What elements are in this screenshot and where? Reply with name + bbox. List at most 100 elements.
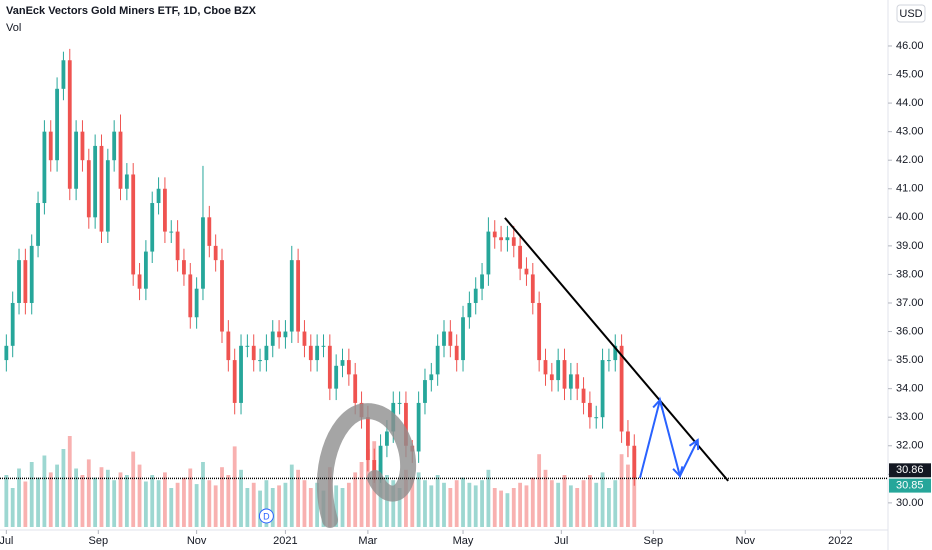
candle-body — [156, 188, 161, 204]
volume-bar — [626, 464, 630, 527]
volume-bar — [385, 475, 389, 527]
volume-bar — [201, 462, 205, 527]
candle-body — [112, 131, 117, 161]
candle-body — [581, 388, 586, 403]
volume-bar — [302, 480, 307, 527]
candle-body — [143, 251, 148, 289]
y-tick-label: 43.00 — [896, 126, 924, 138]
line-price-box — [889, 463, 931, 478]
volume-bar — [594, 482, 599, 527]
volume-bar — [359, 462, 364, 527]
candle-body — [169, 231, 174, 233]
volume-bar — [391, 480, 396, 527]
candle-body — [131, 174, 136, 275]
volume-bar — [99, 467, 104, 527]
candle-body — [353, 374, 358, 403]
volume-bar — [486, 469, 491, 527]
candle-body — [194, 288, 199, 318]
candle-body — [251, 345, 256, 361]
volume-bar — [543, 469, 548, 527]
candle-body — [201, 217, 205, 289]
candle-body — [118, 131, 123, 189]
volume-bar — [607, 488, 611, 527]
candle-body — [626, 431, 630, 446]
candle-body — [163, 188, 167, 232]
volume-bar — [454, 480, 459, 527]
candle-body — [416, 402, 421, 452]
candle-body — [575, 374, 580, 389]
volume-bar — [175, 482, 180, 527]
candle-body — [289, 260, 294, 332]
volume-bar — [334, 485, 339, 527]
volume-bar — [61, 449, 66, 527]
candle-body — [270, 331, 275, 346]
volume-bar — [86, 459, 91, 527]
volume-bar — [220, 467, 224, 527]
candle-body — [454, 345, 459, 361]
currency-label[interactable]: USD — [899, 8, 922, 20]
volume-bar — [74, 468, 79, 527]
line-price-label: 30.86 — [896, 464, 924, 476]
volume-bar — [467, 482, 472, 527]
candle-body — [207, 217, 212, 246]
x-tick-label: Nov — [187, 535, 207, 547]
x-tick-label: 2021 — [273, 535, 297, 547]
candle-body — [182, 260, 186, 275]
volume-bar — [36, 477, 40, 527]
candle-body — [296, 260, 301, 332]
candle-body — [315, 345, 320, 361]
volume-bar — [226, 475, 231, 527]
volume-bar — [315, 482, 320, 527]
candle-body — [327, 345, 332, 389]
y-tick-label: 30.00 — [896, 497, 924, 509]
volume-bar — [251, 482, 256, 527]
candle-body — [302, 331, 307, 346]
candle-body — [473, 288, 478, 303]
candle-body — [213, 245, 218, 261]
volume-bar — [55, 464, 59, 527]
candle-body — [308, 345, 313, 361]
volume-bar — [365, 449, 370, 527]
candle-body — [93, 145, 98, 218]
y-tick-label: 44.00 — [896, 97, 924, 109]
candle-body — [467, 302, 472, 318]
x-tick-label: Sep — [644, 535, 664, 547]
volume-bar — [10, 488, 15, 527]
volume-bar — [600, 472, 605, 527]
candle-body — [175, 231, 180, 261]
volume-bar — [530, 477, 535, 527]
candle-body — [86, 160, 91, 218]
currency-button[interactable] — [896, 4, 926, 23]
y-tick-label: 35.00 — [896, 354, 924, 366]
candle-body — [61, 60, 66, 89]
candle-body — [277, 331, 281, 338]
volume-bar — [17, 468, 21, 527]
candle-body — [435, 345, 440, 375]
candle-body — [150, 203, 155, 252]
volume-bar — [264, 480, 269, 527]
y-tick-label: 42.00 — [896, 154, 924, 166]
volume-bar — [473, 485, 478, 527]
volume-bar — [213, 485, 218, 527]
volume-bar — [587, 475, 592, 527]
y-tick-label: 46.00 — [896, 40, 924, 52]
chart-title: VanEck Vectors Gold Miners ETF, 1D, Cboe… — [6, 5, 257, 17]
volume-bar — [429, 485, 434, 527]
volume-bar — [308, 488, 313, 527]
candle-body — [264, 345, 269, 361]
candle-body — [619, 345, 624, 432]
volume-bar — [93, 477, 98, 527]
volume-bar — [105, 469, 110, 527]
volume-bar — [188, 468, 193, 527]
candle-body — [587, 402, 592, 418]
volume-bar — [410, 477, 415, 527]
arrowhead — [688, 438, 700, 451]
volume-bar — [404, 469, 408, 527]
volume-bar — [448, 488, 453, 527]
x-tick-label: 2022 — [828, 535, 852, 547]
candle-body — [55, 88, 59, 161]
candle-body — [518, 245, 523, 269]
volume-bar — [353, 472, 358, 527]
candle-body — [397, 402, 402, 404]
